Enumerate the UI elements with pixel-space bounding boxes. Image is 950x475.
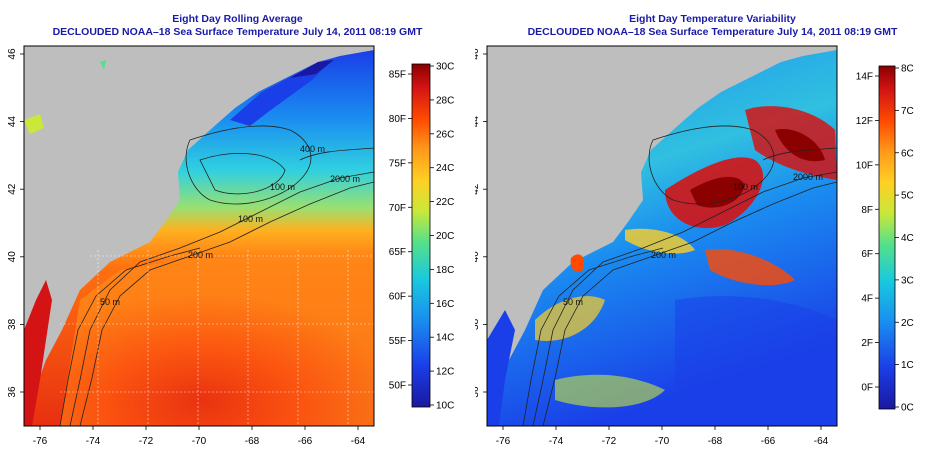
y-tick-label: 44 xyxy=(7,116,18,128)
colorbar-c-label: 30C xyxy=(436,62,454,73)
colorbar-f-label: 85F xyxy=(389,70,406,81)
x-tick-label: -72 xyxy=(139,436,154,447)
y-tick-label: 40 xyxy=(475,251,481,263)
colorbar-celsius-labels: 8C 7C 6C 5C 4C 3C 2C 1C 0C xyxy=(895,64,914,414)
colorbar-f-label: 65F xyxy=(389,247,406,258)
contour-label: 100 m xyxy=(733,182,758,192)
colorbar-f-label: 60F xyxy=(389,292,406,303)
colorbar-c-label: 20C xyxy=(436,231,454,242)
colorbar-c-label: 2C xyxy=(901,318,914,329)
panel-subtitle: DECLOUDED NOAA–18 Sea Surface Temperatur… xyxy=(52,26,423,38)
colorbar-c-label: 28C xyxy=(436,95,454,106)
x-tick-label: -74 xyxy=(549,436,564,447)
colorbar-c-label: 7C xyxy=(901,106,914,117)
x-tick-label: -76 xyxy=(33,436,48,447)
colorbar-c-label: 26C xyxy=(436,129,454,140)
colorbar-f-label: 6F xyxy=(861,249,873,260)
colorbar-f-label: 10F xyxy=(856,160,873,171)
x-tick-label: -68 xyxy=(245,436,260,447)
contour-labels: 50 m 200 m 100 m 2000 m 100 m 400 m xyxy=(100,144,360,307)
y-tick-label: 38 xyxy=(7,318,18,330)
rolling-average-map: 50 m 200 m 100 m 2000 m 100 m 400 m -76 -74 -72… xyxy=(7,45,455,447)
y-tick-label: 42 xyxy=(7,183,18,195)
x-tick-label: -66 xyxy=(298,436,313,447)
y-tick-label: 46 xyxy=(475,48,481,60)
colorbar-f-label: 50F xyxy=(389,381,406,392)
y-tick-label: 40 xyxy=(7,251,18,263)
colorbar-fahrenheit-labels: 85F 80F 75F 70F 65F 60F 55F 50F xyxy=(389,70,412,392)
y-tick-label: 38 xyxy=(475,318,481,330)
colorbar-gradient xyxy=(411,63,431,408)
panel-subtitle: DECLOUDED NOAA–18 Sea Surface Temperatur… xyxy=(527,26,898,38)
panel-title: Eight Day Rolling Average xyxy=(172,13,303,25)
colorbar-c-label: 5C xyxy=(901,191,914,202)
contour-label: 100 m xyxy=(238,214,263,224)
map-frame xyxy=(23,45,375,427)
x-tick-label: -66 xyxy=(761,436,776,447)
bathymetry-contours xyxy=(522,125,838,427)
contour-label: 2000 m xyxy=(793,172,823,182)
panel-title: Eight Day Temperature Variability xyxy=(629,13,796,25)
colorbar-f-label: 70F xyxy=(389,203,406,214)
colorbar-f-label: 75F xyxy=(389,158,406,169)
colorbar-c-label: 24C xyxy=(436,163,454,174)
rolling-average-panel: Eight Day Rolling Average DECLOUDED NOAA… xyxy=(7,13,455,447)
contour-label: 400 m xyxy=(300,144,325,154)
contour-label: 2000 m xyxy=(330,174,360,184)
colorbar-f-label: 80F xyxy=(389,114,406,125)
x-tick-label: -64 xyxy=(351,436,366,447)
y-tick-label: 36 xyxy=(7,386,18,398)
map-frame xyxy=(486,45,838,427)
colorbar-c-label: 22C xyxy=(436,197,454,208)
contour-labels: 50 m 200 m 100 m 2000 m xyxy=(563,172,823,307)
colorbar-f-label: 4F xyxy=(861,294,873,305)
colorbar-c-label: 16C xyxy=(436,299,454,310)
grid-lines xyxy=(60,250,374,426)
contour-label: 200 m xyxy=(188,250,213,260)
contour-label: 50 m xyxy=(563,297,583,307)
x-tick-label: -68 xyxy=(708,436,723,447)
y-tick-label: 36 xyxy=(475,386,481,398)
colorbar-fahrenheit-labels: 14F 12F 10F 8F 6F 4F 2F 0F xyxy=(856,72,879,394)
colorbar-c-label: 18C xyxy=(436,265,454,276)
colorbar-c-label: 8C xyxy=(901,64,914,75)
contour-label: 50 m xyxy=(100,297,120,307)
temperature-variability-panel: Eight Day Temperature Variability DECLOU… xyxy=(475,0,950,475)
contour-label: 100 m xyxy=(270,182,295,192)
colorbar-c-label: 1C xyxy=(901,360,914,371)
x-tick-label: -70 xyxy=(192,436,207,447)
colorbar: 85F 80F 75F 70F 65F 60F 55F 50F 30C 28C 26C 24C 22C… xyxy=(389,62,455,412)
x-tick-label: -70 xyxy=(655,436,670,447)
colorbar-c-label: 0C xyxy=(901,403,914,414)
colorbar-c-label: 14C xyxy=(436,333,454,344)
x-tick-label: -64 xyxy=(814,436,829,447)
x-axis-ticks: -76 -74 -72 -70 -68 -66 -64 xyxy=(496,426,829,447)
colorbar-c-label: 12C xyxy=(436,367,454,378)
colorbar-f-label: 12F xyxy=(856,116,873,127)
colorbar-f-label: 8F xyxy=(861,205,873,216)
contour-label: 200 m xyxy=(651,250,676,260)
y-tick-label: 42 xyxy=(475,183,481,195)
y-tick-label: 44 xyxy=(475,116,481,128)
colorbar-f-label: 0F xyxy=(861,383,873,394)
colorbar-f-label: 2F xyxy=(861,338,873,349)
colorbar-f-label: 14F xyxy=(856,72,873,83)
x-axis-ticks: -76 -74 -72 -70 -68 -66 -64 xyxy=(33,426,366,447)
y-tick-label: 46 xyxy=(7,48,18,60)
colorbar-c-label: 3C xyxy=(901,275,914,286)
colorbar-gradient xyxy=(878,65,896,410)
colorbar-c-label: 6C xyxy=(901,148,914,159)
x-tick-label: -76 xyxy=(496,436,511,447)
colorbar-celsius-labels: 30C 28C 26C 24C 22C 20C 18C 16C 14C 12C 10C xyxy=(430,62,454,412)
colorbar: 14F 12F 10F 8F 6F 4F 2F 0F 8C 7C 6C 5C 4C 3C 2C 1C 0C xyxy=(856,64,914,414)
y-axis-ticks: 36 38 40 42 44 46 xyxy=(7,48,24,398)
colorbar-c-label: 10C xyxy=(436,401,454,412)
colorbar-c-label: 4C xyxy=(901,233,914,244)
x-tick-label: -72 xyxy=(602,436,617,447)
x-tick-label: -74 xyxy=(86,436,101,447)
colorbar-f-label: 55F xyxy=(389,336,406,347)
y-axis-ticks: 36 38 40 42 44 46 xyxy=(475,48,487,398)
